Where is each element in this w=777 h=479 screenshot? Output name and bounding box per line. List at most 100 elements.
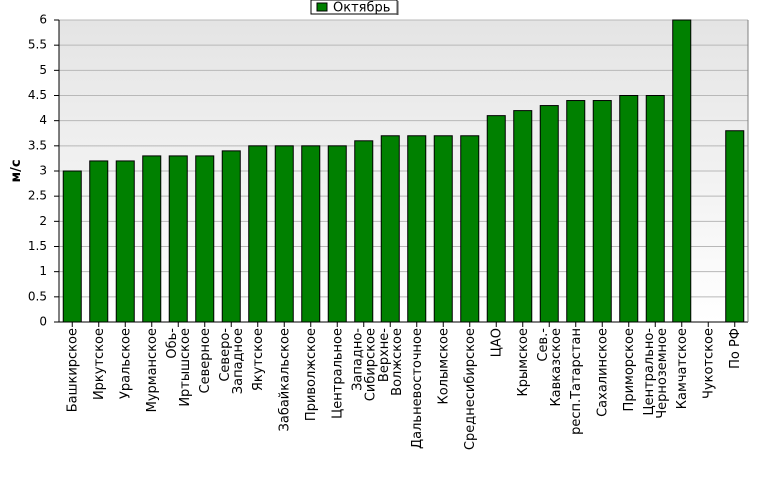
x-tick-label-line: Башкирское xyxy=(65,328,80,412)
x-tick-label-line: Иркутское xyxy=(92,328,107,400)
legend: Октябрь xyxy=(310,0,399,16)
x-tick-label: Забайкальское xyxy=(277,328,292,431)
bar xyxy=(486,115,506,323)
bar xyxy=(407,135,427,323)
y-tick-label: 5 xyxy=(39,63,47,77)
x-tick-label: Западно-Сибирское xyxy=(350,328,378,402)
x-tick-label: Среднесибирское xyxy=(463,328,478,450)
x-tick-label-line: Сев.- xyxy=(536,328,551,362)
x-tick-label: Сахалинское xyxy=(595,328,610,417)
bar xyxy=(539,105,559,323)
bar xyxy=(433,135,453,323)
bar xyxy=(354,140,374,323)
y-tick-label: 4.5 xyxy=(28,88,47,102)
y-tick-label: 3.5 xyxy=(28,138,47,152)
x-tick-label-line: Чукотское xyxy=(701,328,716,399)
x-tick-label-line: Крымское xyxy=(516,328,531,397)
x-tick-label-line: Черноземное xyxy=(655,328,670,419)
y-tick-label: 6 xyxy=(39,13,47,27)
x-tick-label-line: Приволжское xyxy=(304,328,319,421)
x-tick-label: Якутское xyxy=(251,328,266,391)
bar xyxy=(380,135,400,323)
x-tick-label-line: Камчатское xyxy=(675,328,690,409)
x-tick-label: Сев.-Кавказское xyxy=(536,328,564,407)
x-tick-label: Северное xyxy=(198,328,213,393)
x-tick-label: ЦАО xyxy=(489,328,504,357)
x-tick-label-line: Северо- xyxy=(218,328,233,382)
x-tick-label-line: респ.Татарстан xyxy=(569,328,584,435)
bar xyxy=(566,100,586,323)
x-tick-label-line: Северное xyxy=(198,328,213,393)
bar xyxy=(327,145,347,323)
x-tick-label-line: Верхне- xyxy=(377,328,392,382)
legend-swatch xyxy=(316,2,328,12)
x-tick-label-line: Сахалинское xyxy=(595,328,610,417)
x-tick-label: респ.Татарстан xyxy=(569,328,584,435)
x-tick-label: Камчатское xyxy=(675,328,690,409)
x-tick-label: Иркутское xyxy=(92,328,107,400)
x-tick-label-line: Приморское xyxy=(622,328,637,411)
x-tick-label-line: Уральское xyxy=(118,328,133,399)
x-tick-label-line: Колымское xyxy=(436,328,451,405)
bar xyxy=(115,160,135,323)
x-tick-label-line: Дальневосточное xyxy=(410,328,425,449)
x-tick-label: Центральное xyxy=(330,328,345,419)
y-tick-label: 0 xyxy=(39,315,47,329)
bar xyxy=(221,150,241,323)
bar xyxy=(142,155,162,323)
x-tick-label: Приморское xyxy=(622,328,637,411)
x-tick-label-line: Иртышское xyxy=(178,328,193,407)
x-tick-label: Центрально-Черноземное xyxy=(642,328,670,419)
x-tick-label: Приволжское xyxy=(304,328,319,421)
y-tick-label: 3 xyxy=(39,164,47,178)
bar xyxy=(619,95,639,323)
x-tick-label: Обь-Иртышское xyxy=(165,328,193,407)
x-tick-label: По РФ xyxy=(728,328,743,369)
y-tick-label: 2.5 xyxy=(28,189,47,203)
bar xyxy=(725,130,745,323)
bar xyxy=(89,160,109,323)
y-tick-label: 1 xyxy=(39,264,47,278)
x-tick-label: Уральское xyxy=(118,328,133,399)
x-tick-label-line: ЦАО xyxy=(489,328,504,357)
x-tick-label-line: Кавказское xyxy=(549,328,564,407)
x-tick-label: Верхне-Волжское xyxy=(377,328,405,396)
x-tick-label: Чукотское xyxy=(701,328,716,399)
y-tick-label: 1.5 xyxy=(28,239,47,253)
x-tick-label-line: Западное xyxy=(231,328,246,394)
x-tick-label: Мурманское xyxy=(145,328,160,412)
bar xyxy=(248,145,268,323)
x-tick-label-line: Мурманское xyxy=(145,328,160,412)
x-tick-label-line: Центрально- xyxy=(642,328,657,416)
bar xyxy=(195,155,215,323)
x-tick-label-line: По РФ xyxy=(728,328,743,369)
bar xyxy=(513,110,533,323)
x-tick-label-line: Волжское xyxy=(390,328,405,396)
x-tick-label-line: Западно- xyxy=(350,328,365,391)
bar xyxy=(645,95,665,323)
x-tick-label-line: Обь- xyxy=(165,328,180,359)
bar xyxy=(274,145,294,323)
y-axis-label: м/с xyxy=(9,159,24,182)
x-tick-label-line: Сибирское xyxy=(363,328,378,401)
legend-label: Октябрь xyxy=(333,1,390,16)
x-tick-label: Дальневосточное xyxy=(410,328,425,449)
x-tick-label: Северо-Западное xyxy=(218,328,246,395)
bar xyxy=(62,170,82,323)
x-tick-label-line: Среднесибирское xyxy=(463,328,478,450)
bar xyxy=(592,100,612,323)
y-tick-label: 5.5 xyxy=(28,38,47,52)
bar xyxy=(672,19,692,323)
y-tick-label: 4 xyxy=(39,113,47,127)
x-tick-label: Башкирское xyxy=(65,328,80,412)
x-tick-label: Колымское xyxy=(436,328,451,405)
x-tick-label-line: Центральное xyxy=(330,328,345,419)
x-tick-label-line: Забайкальское xyxy=(277,328,292,431)
y-tick-label: 0.5 xyxy=(28,289,47,303)
bar xyxy=(168,155,188,323)
x-tick-label-line: Якутское xyxy=(251,328,266,391)
bar xyxy=(301,145,321,323)
y-tick-label: 2 xyxy=(39,214,47,228)
x-tick-label: Крымское xyxy=(516,328,531,397)
